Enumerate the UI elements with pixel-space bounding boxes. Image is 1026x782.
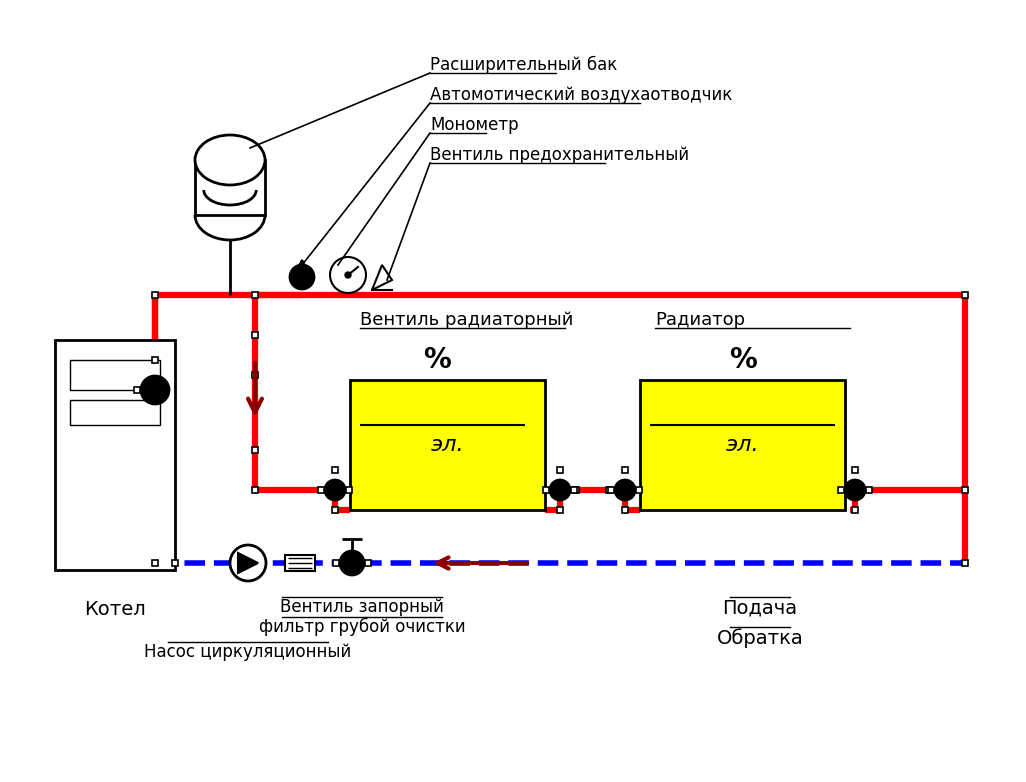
Bar xyxy=(252,487,258,493)
Bar xyxy=(346,487,352,493)
Bar xyxy=(640,380,845,510)
Circle shape xyxy=(330,257,366,293)
Bar xyxy=(152,357,158,363)
Bar xyxy=(557,467,563,473)
Circle shape xyxy=(615,480,635,500)
Text: Обратка: Обратка xyxy=(716,628,803,647)
Bar xyxy=(852,467,858,473)
Bar xyxy=(606,487,611,493)
Text: фильтр грубой очистки: фильтр грубой очистки xyxy=(259,618,466,637)
Text: Автомотический воздухаотводчик: Автомотический воздухаотводчик xyxy=(430,86,733,104)
Bar xyxy=(70,400,160,425)
Text: %: % xyxy=(424,346,451,374)
Bar xyxy=(152,560,158,566)
Bar xyxy=(252,447,258,453)
Bar xyxy=(285,555,315,571)
Bar xyxy=(636,487,642,493)
Bar xyxy=(573,487,579,493)
Text: Монометр: Монометр xyxy=(430,116,518,134)
Polygon shape xyxy=(238,553,258,573)
Text: Насос циркуляционный: Насос циркуляционный xyxy=(145,643,352,661)
Bar xyxy=(332,467,338,473)
Text: эл.: эл. xyxy=(431,435,465,455)
Bar xyxy=(252,332,258,338)
Text: Вентиль радиаторный: Вентиль радиаторный xyxy=(360,311,574,329)
Text: Расширительный бак: Расширительный бак xyxy=(430,56,618,74)
Bar xyxy=(622,507,628,513)
Bar xyxy=(608,487,614,493)
Text: %: % xyxy=(728,346,756,374)
Text: Подача: Подача xyxy=(722,598,797,617)
Bar xyxy=(318,487,324,493)
Bar xyxy=(866,487,872,493)
Bar xyxy=(333,560,339,566)
Bar xyxy=(962,560,968,566)
Circle shape xyxy=(345,272,351,278)
Bar xyxy=(134,387,140,393)
Text: Котел: Котел xyxy=(84,600,146,619)
Bar xyxy=(622,467,628,473)
Bar xyxy=(838,487,844,493)
Bar xyxy=(70,360,160,390)
Bar xyxy=(350,380,545,510)
Text: эл.: эл. xyxy=(725,435,759,455)
Bar xyxy=(252,292,258,298)
Bar xyxy=(962,487,968,493)
Ellipse shape xyxy=(195,135,265,185)
Polygon shape xyxy=(372,265,392,290)
Circle shape xyxy=(550,480,570,500)
Bar xyxy=(543,487,549,493)
Bar xyxy=(195,160,265,215)
Bar xyxy=(152,292,158,298)
Bar xyxy=(252,372,258,378)
Text: Вентиль предохранительный: Вентиль предохранительный xyxy=(430,146,689,164)
Text: Радиатор: Радиатор xyxy=(655,311,745,329)
Bar xyxy=(852,507,858,513)
Circle shape xyxy=(325,480,345,500)
Bar xyxy=(332,507,338,513)
Circle shape xyxy=(290,265,314,289)
Bar xyxy=(571,487,577,493)
Bar xyxy=(172,560,177,566)
Bar xyxy=(55,340,175,570)
Circle shape xyxy=(230,545,266,581)
Bar xyxy=(962,292,968,298)
Bar xyxy=(365,560,371,566)
Circle shape xyxy=(845,480,865,500)
Circle shape xyxy=(340,551,364,575)
Bar xyxy=(557,507,563,513)
Circle shape xyxy=(141,376,169,404)
Text: Вентиль запорный: Вентиль запорный xyxy=(280,598,444,616)
